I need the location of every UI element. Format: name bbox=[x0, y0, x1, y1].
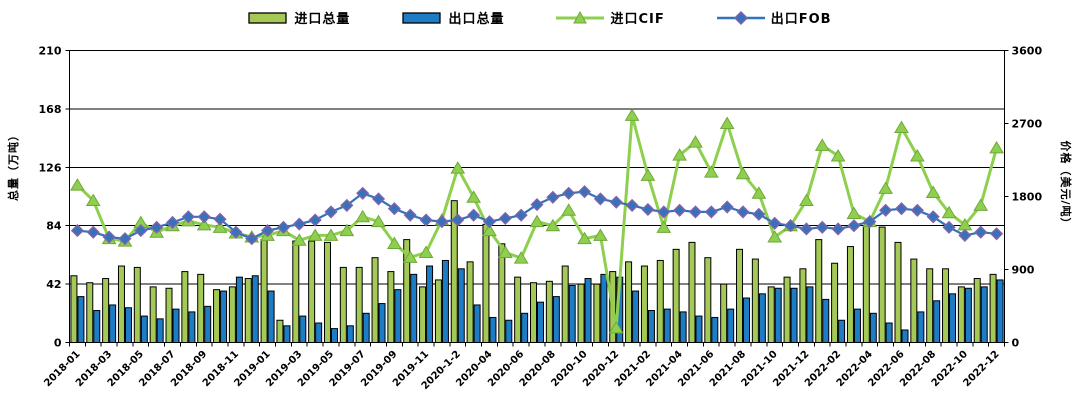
right-axis-title: 价格（美元/吨） bbox=[1059, 140, 1073, 229]
svg-text:900: 900 bbox=[1012, 264, 1035, 277]
svg-text:168: 168 bbox=[39, 103, 62, 116]
x-axis-labels: 2018-012018-032018-052018-072018-092018-… bbox=[42, 349, 1001, 392]
legend-label-export-fob: 出口FOB bbox=[770, 12, 832, 27]
bars-import-volume bbox=[70, 200, 997, 344]
line-import-cif bbox=[70, 108, 1004, 334]
legend-label-import-volume: 进口总量 bbox=[294, 12, 351, 27]
bars-export-volume bbox=[77, 259, 1004, 344]
bar-series bbox=[70, 200, 1004, 344]
cif-line-swatch-icon bbox=[556, 10, 605, 23]
svg-text:3600: 3600 bbox=[1012, 45, 1043, 58]
legend-label-import-cif: 进口CIF bbox=[610, 12, 665, 27]
svg-text:2700: 2700 bbox=[1012, 118, 1043, 131]
svg-text:0: 0 bbox=[54, 337, 62, 350]
legend-item-export-fob: 出口FOB bbox=[716, 8, 832, 27]
legend-item-export-volume: 出口总量 bbox=[402, 8, 504, 27]
svg-text:84: 84 bbox=[46, 220, 62, 233]
svg-text:42: 42 bbox=[46, 278, 61, 291]
svg-text:210: 210 bbox=[39, 45, 62, 58]
left-axis-labels: 0 42 84 126 168 210 bbox=[39, 45, 62, 350]
left-axis-title: 总量（万吨） bbox=[6, 129, 20, 201]
legend-item-import-volume: 进口总量 bbox=[248, 8, 350, 27]
import-bar-swatch-icon bbox=[248, 11, 288, 24]
fob-line-swatch-icon bbox=[716, 10, 765, 25]
svg-text:126: 126 bbox=[39, 161, 62, 174]
line-export-fob bbox=[70, 185, 1004, 246]
svg-text:1800: 1800 bbox=[1012, 191, 1043, 204]
axis-ticks bbox=[65, 50, 1009, 347]
right-axis-labels: 0 900 1800 2700 3600 bbox=[1012, 45, 1043, 350]
svg-text:0: 0 bbox=[1012, 337, 1020, 350]
legend-label-export-volume: 出口总量 bbox=[448, 12, 505, 27]
legend: 进口总量 出口总量 进口CIF 出口FOB bbox=[0, 8, 1080, 27]
legend-item-import-cif: 进口CIF bbox=[556, 8, 664, 27]
export-bar-swatch-icon bbox=[402, 11, 442, 24]
